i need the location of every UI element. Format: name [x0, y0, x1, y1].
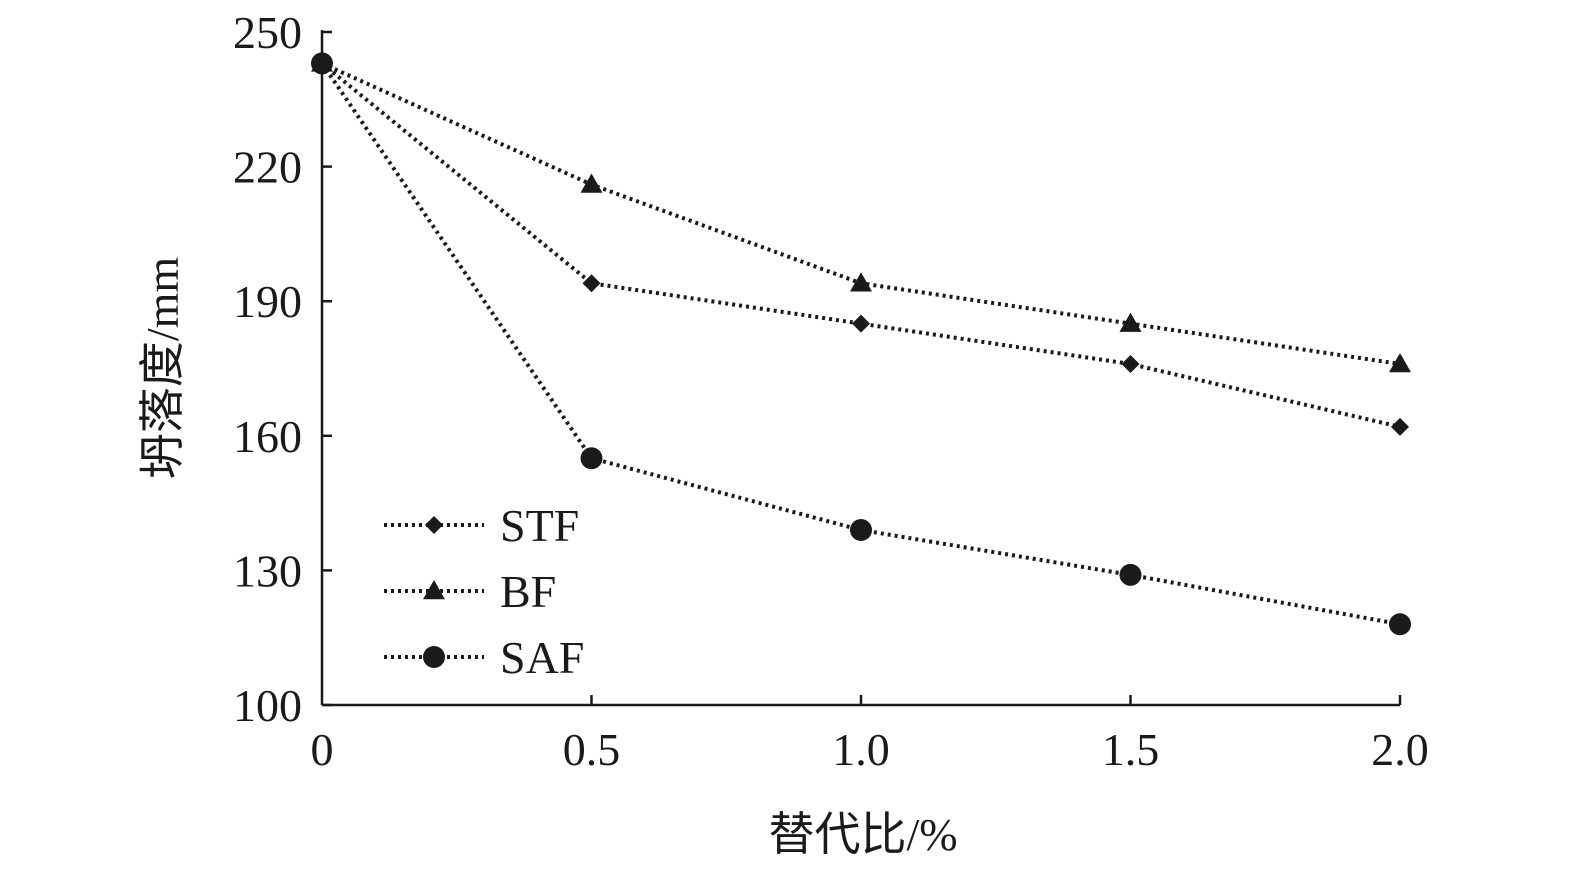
saf-point [311, 52, 333, 75]
legend-item-stf: STF [384, 500, 579, 551]
legend-label-bf: BF [500, 566, 556, 617]
y-tick-label: 190 [233, 276, 302, 327]
bf-point [423, 580, 445, 600]
legend-item-bf: BF [384, 566, 556, 617]
stf-line [320, 61, 1401, 429]
saf-point [1119, 563, 1142, 586]
stf-point [425, 516, 443, 534]
x-ticks: 0 0.5 1.0 1.5 2.0 [311, 695, 1429, 775]
legend-label-saf: SAF [500, 632, 584, 683]
stf-series [313, 54, 1409, 436]
bf-point [1389, 353, 1411, 373]
x-axis-title: 替代比/% [768, 809, 957, 860]
x-tick-label: 1.0 [832, 724, 890, 775]
y-tick-label: 250 [233, 7, 302, 58]
saf-series [311, 52, 1411, 636]
y-axis-title: 坍落度/mm [137, 257, 188, 480]
y-tick-label: 160 [233, 411, 302, 462]
stf-point [1121, 355, 1140, 374]
saf-point [580, 447, 603, 470]
y-tick-label: 220 [233, 142, 302, 193]
legend-item-saf: SAF [384, 632, 584, 683]
axes [320, 30, 1400, 707]
series-layer [311, 52, 1411, 636]
x-tick-label: 0 [311, 724, 334, 775]
stf-point [852, 314, 870, 333]
y-tick-label: 130 [233, 545, 302, 596]
stf-point [1391, 417, 1409, 436]
legend-label-stf: STF [500, 500, 579, 551]
x-tick-label: 2.0 [1371, 724, 1429, 775]
saf-point [423, 646, 445, 668]
y-tick-label: 100 [233, 680, 302, 731]
saf-point [1389, 613, 1411, 636]
x-tick-label: 0.5 [563, 724, 621, 775]
legend: STF BF SAF [384, 500, 584, 683]
x-tick-label: 1.5 [1102, 724, 1160, 775]
bf-point [580, 173, 603, 193]
bf-point [1119, 312, 1142, 332]
stf-point [582, 274, 601, 293]
bf-point [850, 272, 872, 292]
saf-point [850, 519, 872, 542]
y-ticks: 100 130 160 190 220 250 [233, 7, 332, 731]
